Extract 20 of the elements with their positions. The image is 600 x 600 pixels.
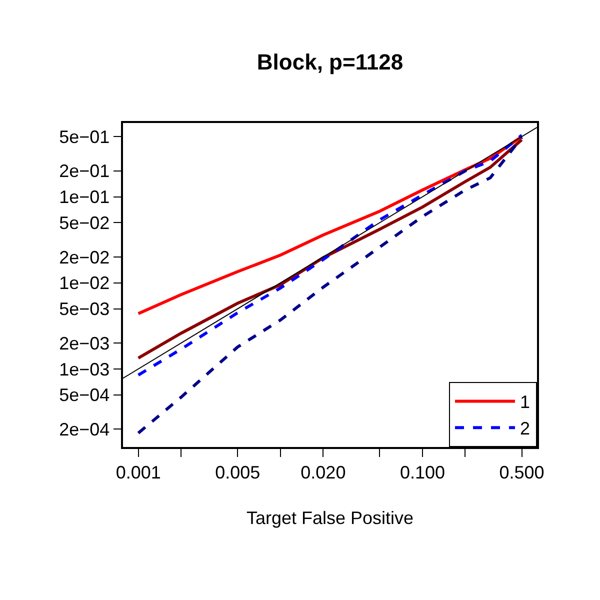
y-tick-label: 1e−01 [59, 187, 110, 208]
y-tick-label: 5e−01 [59, 126, 110, 147]
x-tick-label: 0.500 [499, 462, 544, 482]
y-tick-label: 1e−03 [59, 359, 110, 380]
y-tick-label: 2e−04 [59, 419, 110, 440]
x-tick-label: 0.020 [300, 462, 346, 482]
x-tick-label: 0.100 [400, 462, 445, 482]
x-axis-title: Target False Positive [246, 508, 414, 528]
y-tick-label: 5e−03 [59, 299, 110, 320]
y-tick-label: 2e−03 [59, 333, 110, 354]
y-tick-label: 1e−02 [59, 273, 110, 294]
x-tick-label: 0.001 [116, 462, 161, 482]
x-tick-label: 0.005 [215, 462, 260, 482]
y-tick-label: 2e−02 [59, 247, 110, 268]
legend-label: 1 [520, 392, 530, 412]
y-tick-label: 2e−01 [59, 161, 110, 182]
y-tick-label: 5e−02 [59, 213, 110, 234]
legend-label: 2 [520, 418, 530, 439]
y-tick-label: 5e−04 [59, 385, 110, 406]
chart-title: Block, p=1128 [256, 49, 404, 74]
